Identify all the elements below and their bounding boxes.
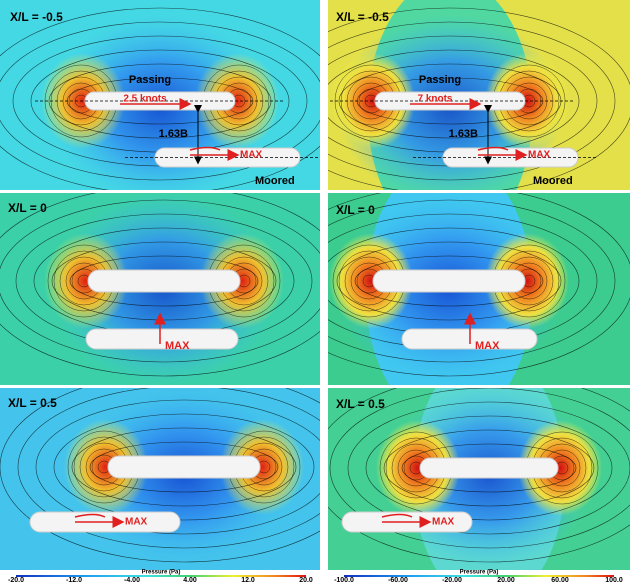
moored-ship — [86, 329, 238, 349]
panel-label: X/L = -0.5 — [336, 10, 389, 24]
colorbar-tick-label: -4.00 — [124, 577, 140, 584]
colorbar — [344, 575, 614, 577]
colorbar-title: Pressure (Pa) — [460, 570, 499, 576]
colorbar-tick-label: 4.00 — [183, 577, 197, 584]
max-label: MAX — [165, 340, 190, 352]
panel: X/L = -0.5 Passing 2.5 knots 1.63B Moored MAX — [0, 0, 343, 204]
passing-ship — [108, 456, 260, 478]
colorbar — [16, 575, 306, 577]
colorbar-tick-label: 60.00 — [551, 577, 569, 584]
passing-ship — [373, 270, 525, 292]
max-label: MAX — [432, 517, 455, 528]
moored-label: Moored — [533, 175, 573, 187]
moored-label: Moored — [255, 175, 295, 187]
gap-label: 1.63B — [449, 128, 478, 140]
speed-label: 7 knots — [417, 94, 452, 105]
colorbar-tick-label: 20.0 — [299, 577, 313, 584]
passing-ship — [88, 270, 240, 292]
max-label: MAX — [125, 517, 148, 528]
colorbar-tick-label: -12.0 — [66, 577, 82, 584]
panel: X/L = 0 MAX — [0, 186, 348, 385]
colorbar-tick-label: 20.00 — [497, 577, 515, 584]
panel: X/L = 0.5 MAX — [312, 351, 630, 584]
colorbar-tick-label: 12.0 — [241, 577, 255, 584]
speed-label: 2.5 knots — [123, 94, 167, 105]
colorbar-tick-label: -20.0 — [8, 577, 24, 584]
panel-label: X/L = 0.5 — [8, 396, 57, 410]
passing-label: Passing — [419, 74, 461, 86]
max-label: MAX — [528, 150, 551, 161]
colorbar-tick-label: 100.0 — [605, 577, 623, 584]
colorbar-title: Pressure (Pa) — [142, 570, 181, 576]
panel-label: X/L = 0.5 — [336, 397, 385, 411]
panel-label: X/L = 0 — [8, 201, 47, 215]
max-label: MAX — [240, 150, 263, 161]
max-label: MAX — [475, 340, 500, 352]
gap-label: 1.63B — [159, 128, 188, 140]
passing-label: Passing — [129, 74, 171, 86]
colorbar-tick-label: -20.00 — [442, 577, 462, 584]
panel-label: X/L = -0.5 — [10, 10, 63, 24]
figure: X/L = -0.5 Passing 2.5 knots 1.63B Moored MAX… — [0, 0, 630, 584]
colorbar-tick-label: -100.0 — [334, 577, 354, 584]
colorbar-tick-label: -60.00 — [388, 577, 408, 584]
panel: X/L = 0.5 MAX — [0, 372, 368, 570]
panel-label: X/L = 0 — [336, 203, 375, 217]
passing-ship — [420, 458, 558, 478]
